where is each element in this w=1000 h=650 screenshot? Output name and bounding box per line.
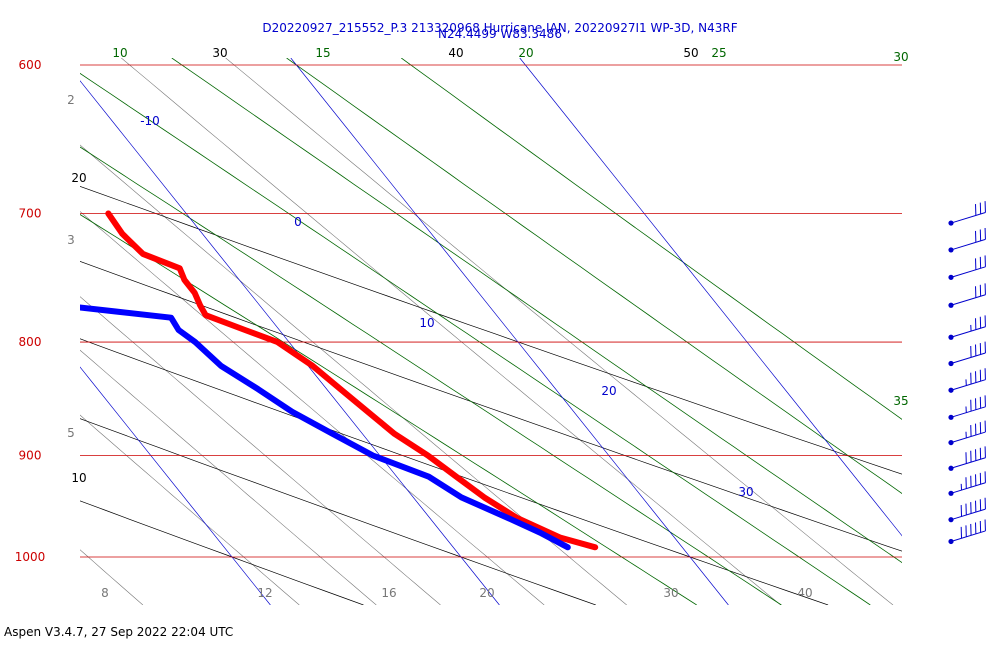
dry-adiabat-label: 40 [448, 46, 463, 60]
footer-text: Aspen V3.4.7, 27 Sep 2022 22:04 UTC [4, 625, 234, 639]
mixing-ratio-label: 20 [479, 586, 494, 600]
wind-barb [948, 341, 986, 367]
background-lines [0, 58, 902, 605]
mixing-ratio-label: 3 [67, 233, 75, 247]
moist-adiabat-label: 15 [315, 46, 330, 60]
mixing-ratio-label: 30 [663, 586, 678, 600]
mixing-ratio-label: 40 [797, 586, 812, 600]
wind-barb-shaft [950, 482, 986, 494]
sounding-profiles [80, 210, 599, 551]
moist-adiabat-label: 25 [711, 46, 726, 60]
isotherm-label: -10 [140, 114, 160, 128]
wind-barb-station-dot [948, 538, 954, 545]
wind-barb [948, 227, 986, 253]
wind-barb [948, 446, 986, 471]
moist-adiabat-label: 10 [112, 46, 127, 60]
dry-adiabat-label: 30 [212, 46, 227, 60]
isobars [80, 64, 902, 558]
dry-adiabat-line [80, 418, 596, 605]
moist-adiabat-line [80, 146, 782, 605]
isobar-label: 900 [19, 449, 42, 463]
isotherm-line [0, 58, 41, 605]
isobar-label: 700 [19, 206, 42, 220]
wind-barb [948, 283, 986, 308]
moist-adiabat-label: 30 [893, 50, 908, 64]
dry-adiabat-line [80, 500, 364, 605]
isotherm-label: 30 [738, 485, 753, 499]
mixing-ratio-line [80, 549, 144, 605]
chart-subtitle: N24.4499 W83.3486 [438, 27, 562, 41]
dry-adiabat-line [80, 185, 902, 475]
wind-barb [948, 420, 986, 446]
wind-barb-shaft [950, 457, 986, 469]
mixing-ratio-line [225, 58, 894, 605]
wind-barb-shaft [950, 212, 986, 224]
mixing-ratio-line [80, 296, 441, 605]
moist-adiabat-label: 35 [893, 394, 908, 408]
isobar-label: 600 [19, 58, 42, 72]
moist-adiabat-line [80, 72, 871, 605]
isotherm-label: 10 [419, 316, 434, 330]
wind-barb [948, 395, 986, 420]
isobar-label: 1000 [15, 550, 46, 564]
wind-barb-shaft [950, 431, 986, 444]
wind-barb-shaft [950, 530, 986, 542]
wind-barb-shaft [950, 508, 986, 521]
mixing-ratio-line [121, 58, 781, 605]
wind-barb-shaft [950, 266, 986, 278]
mixing-ratio-label: 16 [381, 586, 396, 600]
moist-adiabat-line [171, 58, 902, 564]
wind-barb [948, 519, 986, 545]
dry-adiabat-label: 10 [71, 471, 86, 485]
moist-adiabat-line [80, 214, 697, 605]
isotherm-line [290, 58, 729, 605]
mixing-ratio-label: 5 [67, 426, 75, 440]
dewpoint-profile-line [80, 304, 571, 551]
wind-barb [948, 497, 986, 523]
isotherm-label: 20 [601, 384, 616, 398]
chart-title: D20220927_215552_P.3 213320968 Hurricane… [262, 21, 738, 35]
mixing-ratio-line [80, 414, 300, 605]
isobar-label: 800 [19, 335, 42, 349]
mixing-ratio-label: 8 [101, 586, 109, 600]
wind-barb-shaft [950, 352, 986, 364]
wind-barb [948, 255, 986, 280]
temperature-profile-line [105, 210, 599, 551]
wind-barb-shaft [950, 238, 986, 251]
moist-adiabat-label: 20 [518, 46, 533, 60]
wind-barb [948, 315, 986, 340]
wind-barb [948, 201, 986, 226]
dry-adiabat-line [80, 338, 829, 605]
moist-adiabat-line [286, 58, 902, 494]
mixing-ratio-line [80, 211, 545, 605]
isotherm-line [80, 366, 271, 605]
mixing-ratio-label: 2 [67, 93, 75, 107]
mixing-ratio-line [80, 349, 377, 605]
wind-barbs [948, 201, 986, 545]
mixing-ratio-label: 12 [257, 586, 272, 600]
wind-barb-shaft [950, 326, 986, 338]
isotherm-line [80, 80, 500, 605]
isotherm-label: 0 [294, 215, 302, 229]
isotherm-line [519, 58, 902, 537]
dry-adiabat-line [80, 261, 902, 552]
wind-barb-shaft [950, 294, 986, 306]
wind-barb [948, 471, 986, 496]
wind-barb-shaft [950, 406, 986, 418]
dry-adiabat-label: 50 [683, 46, 698, 60]
wind-barb-shaft [950, 379, 986, 391]
moist-adiabat-line [401, 58, 902, 420]
dry-adiabat-label: 20 [71, 171, 86, 185]
wind-barb [948, 368, 986, 393]
